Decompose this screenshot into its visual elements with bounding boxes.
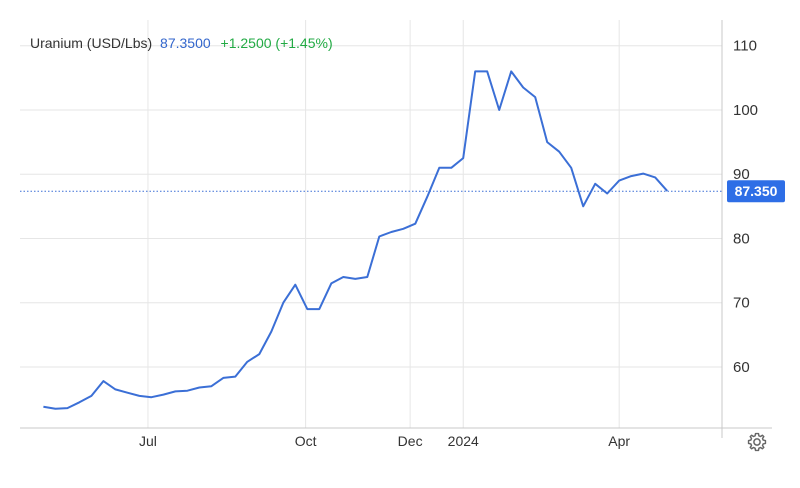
chart-header: Uranium (USD/Lbs) 87.3500 +1.2500 (+1.45…	[30, 35, 333, 51]
chart-title: Uranium (USD/Lbs)	[30, 35, 153, 51]
x-tick-label: Jul	[139, 433, 157, 449]
price-label-tag	[727, 180, 785, 203]
y-tick-label: 70	[733, 295, 750, 312]
labels: 60 70 80 90 100 110 Jul Oct Dec 2024 Apr 87.350	[139, 38, 785, 449]
y-tick-label: 110	[733, 38, 757, 55]
x-tick-label: 2024	[448, 433, 479, 449]
y-tick-label: 60	[733, 359, 750, 376]
x-tick-label: Oct	[295, 433, 317, 449]
settings-button[interactable]	[746, 431, 768, 453]
x-tick-label: Dec	[398, 433, 423, 449]
y-tick-label: 100	[733, 102, 758, 119]
x-tick-label: Apr	[608, 433, 630, 449]
series-layer	[20, 70, 722, 410]
price-change: +1.2500 (+1.45%)	[220, 35, 333, 51]
y-tick-label: 80	[733, 230, 750, 247]
price-label-text: 87.350	[735, 183, 778, 199]
gear-icon[interactable]	[746, 431, 768, 453]
y-tick-label: 90	[733, 166, 750, 183]
axes	[20, 20, 772, 438]
current-price: 87.3500	[160, 35, 211, 51]
series-line	[43, 70, 668, 410]
grid	[20, 20, 722, 428]
